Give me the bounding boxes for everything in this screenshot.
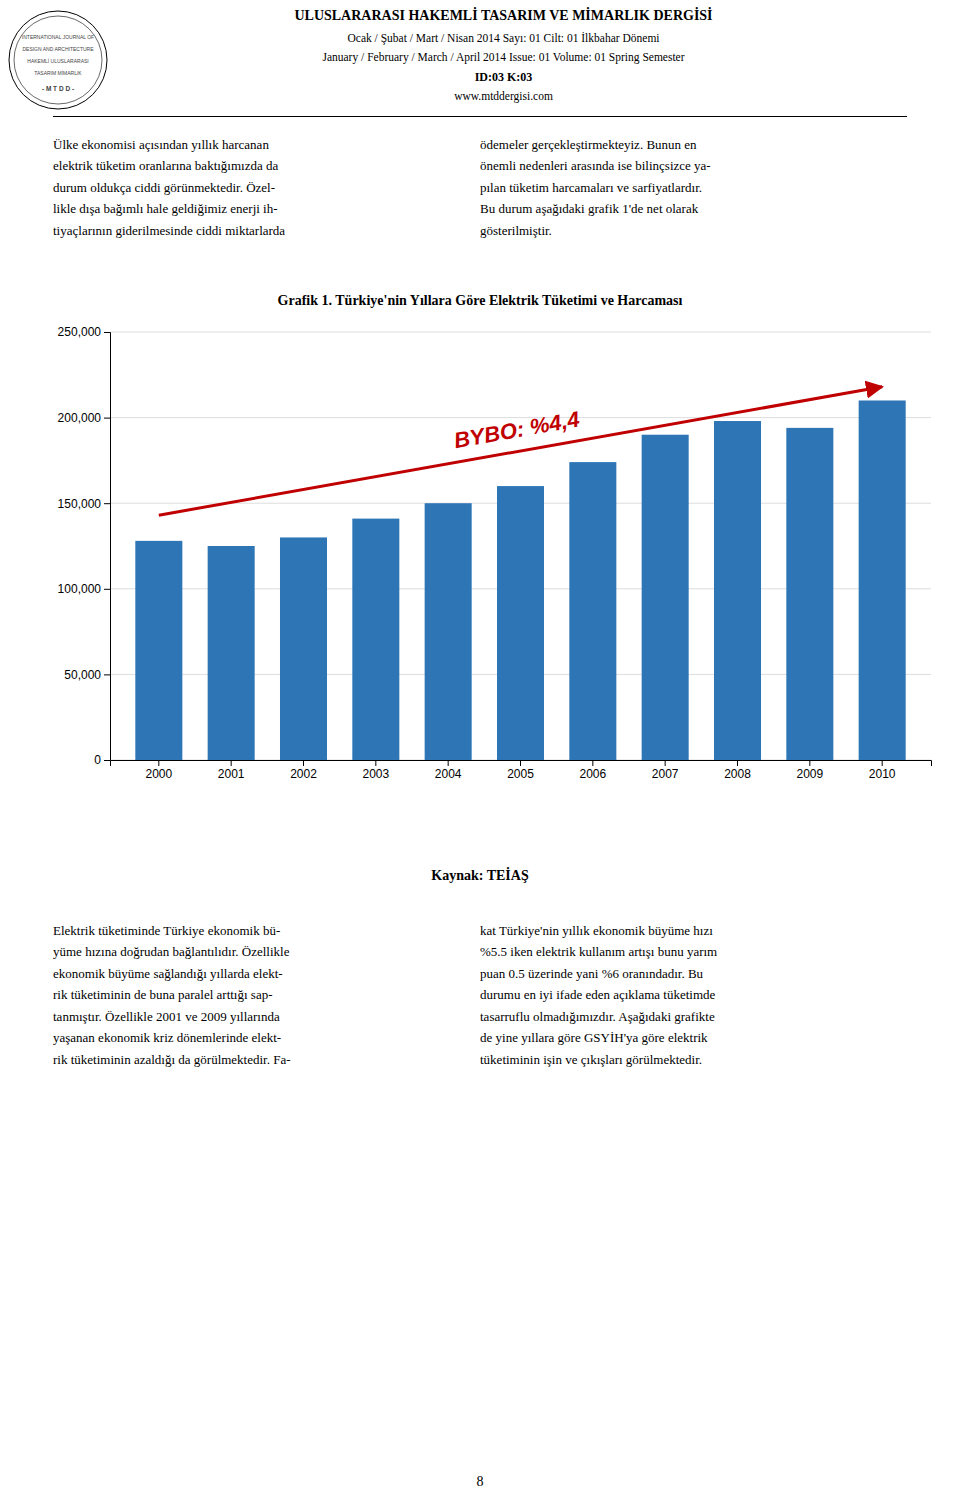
tick-mark — [231, 760, 232, 766]
tick-mark — [665, 760, 666, 766]
logo-text: DESIGN AND ARCHITECTURE — [22, 46, 94, 52]
tick-label: 2001 — [218, 767, 245, 781]
logo-text: - M T D D - — [42, 85, 74, 92]
tick-mark — [104, 760, 110, 761]
tick-label: 2008 — [724, 767, 751, 781]
logo-text: HAKEMLİ ULUSLARARASI — [27, 58, 88, 64]
logo-text: INTERNATIONAL JOURNAL OF — [22, 34, 94, 40]
tick: 2005 — [507, 760, 534, 781]
annotation-label: BYBO: %4,4 — [452, 406, 582, 453]
tick-label: 2007 — [652, 767, 679, 781]
tick-label: 2006 — [579, 767, 606, 781]
tick: 2002 — [290, 760, 317, 781]
tick-mark — [737, 760, 738, 766]
tick-label: 2004 — [435, 767, 462, 781]
header-subtitle: Ocak / Şubat / Mart / Nisan 2014 Sayı: 0… — [86, 32, 921, 44]
tick-mark — [104, 332, 110, 333]
tick-mark — [375, 760, 376, 766]
chart: 050,000100,000150,000200,000250,00020002… — [0, 320, 960, 800]
tick: 250,000 — [58, 325, 110, 339]
bar — [135, 541, 182, 760]
separator — [53, 116, 907, 117]
tick-mark — [448, 760, 449, 766]
tick-label: 0 — [94, 753, 101, 767]
y-axis: 0 50,000 100,000 150,000 200,000 250,000 — [58, 325, 111, 767]
bar — [859, 400, 906, 760]
header-subtitle: ID:03 K:03 — [86, 70, 921, 85]
bar — [497, 486, 544, 760]
tick-mark — [520, 760, 521, 766]
bar — [280, 537, 327, 760]
paragraph: ödemeler gerçekleştirmekteyiz. Bunun en … — [480, 134, 711, 241]
grid-line — [110, 332, 931, 333]
tick: 2010 — [869, 760, 896, 781]
tick-mark — [158, 760, 159, 766]
tick-mark — [809, 760, 810, 766]
axis-line — [104, 333, 111, 761]
tick: 150,000 — [58, 497, 110, 511]
tick-mark — [104, 418, 110, 419]
x-axis: 2000 2001 2002 2003 2004 2005 2006 2007 2008 2009… — [111, 760, 932, 781]
tick: 2009 — [796, 760, 823, 781]
tick: 2007 — [652, 760, 679, 781]
source: Kaynak: TEİAŞ — [53, 868, 907, 884]
logo-ring — [9, 11, 107, 109]
page-number: 8 — [0, 1474, 960, 1490]
tick-label: 50,000 — [64, 668, 101, 682]
bar — [569, 462, 616, 760]
tick: 0 — [94, 753, 110, 767]
tick-label: 250,000 — [58, 325, 102, 339]
tick-mark — [104, 589, 110, 590]
bars — [135, 400, 905, 760]
page: INTERNATIONAL JOURNAL OF DESIGN AND ARCHI… — [0, 0, 960, 1501]
tick-mark — [104, 674, 110, 675]
journal-title: ULUSLARARASI HAKEMLİ TASARIM VE MİMARLIK… — [86, 8, 921, 24]
tick-label: 2010 — [869, 767, 896, 781]
annotation-arrow — [159, 387, 882, 515]
bar — [714, 421, 761, 760]
bar — [642, 435, 689, 760]
logo-text: TASARIM MİMARLIK — [34, 70, 82, 76]
tick-label: 2000 — [145, 767, 172, 781]
tick: 100,000 — [58, 582, 110, 596]
header-subtitle: www.mtddergisi.com — [86, 90, 921, 102]
bar — [208, 546, 255, 760]
axis-line — [111, 761, 932, 767]
tick-label: 150,000 — [58, 497, 102, 511]
tick: 200,000 — [58, 411, 110, 425]
tick-label: 2009 — [796, 767, 823, 781]
tick-label: 2005 — [507, 767, 534, 781]
grid — [110, 332, 931, 760]
tick-mark — [882, 760, 883, 766]
tick-mark — [303, 760, 304, 766]
tick: 2006 — [579, 760, 606, 781]
paragraph: Elektrik tüketiminde Türkiye ekonomik bü… — [53, 920, 291, 1070]
tick-mark — [592, 760, 593, 766]
bar — [425, 503, 472, 760]
tick-label: 100,000 — [58, 582, 102, 596]
plot: 050,000100,000150,000200,000250,00020002… — [58, 325, 932, 780]
tick: 2000 — [145, 760, 172, 781]
header-subtitle: January / February / March / April 2014 … — [86, 51, 921, 63]
logo-ring — [14, 16, 102, 104]
tick: 2008 — [724, 760, 751, 781]
paragraph: kat Türkiye'nin yıllık ekonomik büyüme h… — [480, 920, 717, 1070]
logo: INTERNATIONAL JOURNAL OF DESIGN AND ARCHI… — [6, 8, 110, 112]
tick: 2004 — [435, 760, 462, 781]
tick-label: 2002 — [290, 767, 317, 781]
tick-mark — [104, 503, 110, 504]
tick-label: 200,000 — [58, 411, 102, 425]
paragraph: Ülke ekonomisi açısından yıllık harcanan… — [53, 134, 285, 241]
tick: 2003 — [362, 760, 389, 781]
tick-label: 2003 — [362, 767, 389, 781]
tick: 50,000 — [64, 668, 110, 682]
bar — [352, 519, 399, 760]
tick: 2001 — [218, 760, 245, 781]
bar — [786, 428, 833, 760]
chart-title: Grafik 1. Türkiye'nin Yıllara Göre Elekt… — [53, 293, 907, 309]
